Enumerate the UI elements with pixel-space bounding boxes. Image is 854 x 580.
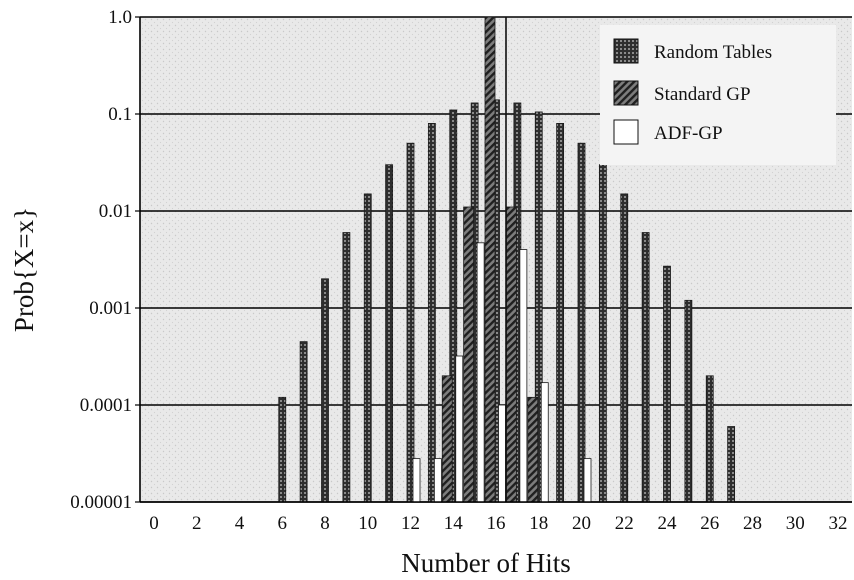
bar-random-19 xyxy=(556,123,565,503)
bar-random-6 xyxy=(278,396,287,503)
bar-random-11 xyxy=(385,164,394,503)
legend-label-0: Random Tables xyxy=(654,42,772,63)
bar-stdgp-18 xyxy=(527,396,539,503)
legend: Random Tables Standard GP ADF-GP xyxy=(600,25,836,165)
legend-label-1: Standard GP xyxy=(654,84,751,105)
x-tick-label-5: 10 xyxy=(358,513,377,534)
x-tick-label-7: 14 xyxy=(444,513,464,534)
bar-random-8 xyxy=(321,278,329,503)
y-tick-label-2: 0.001 xyxy=(89,298,132,319)
y-tick-label-5: 1.0 xyxy=(108,7,132,28)
bar-random-24 xyxy=(663,265,671,503)
x-tick-label-15: 30 xyxy=(786,513,805,534)
bar-random-23 xyxy=(641,232,650,503)
bar-adf-12 xyxy=(412,458,421,503)
bar-random-20 xyxy=(577,142,586,503)
legend-swatch-2 xyxy=(613,119,639,145)
y-tick-label-4: 0.1 xyxy=(108,104,132,125)
bar-adf-18 xyxy=(540,382,549,503)
bar-random-21 xyxy=(598,164,607,503)
legend-box xyxy=(600,25,836,165)
bar-random-26 xyxy=(705,375,714,503)
y-tick-label-3: 0.01 xyxy=(99,201,132,222)
y-tick-label-0: 0.00001 xyxy=(70,492,132,513)
x-tick-label-14: 28 xyxy=(743,513,762,534)
bar-random-7 xyxy=(299,341,308,503)
x-tick-label-1: 2 xyxy=(192,513,202,534)
bar-random-27 xyxy=(727,426,736,503)
bar-stdgp-15 xyxy=(463,206,475,503)
legend-swatch-0 xyxy=(613,38,639,64)
x-tick-label-13: 26 xyxy=(700,513,719,534)
x-tick-label-10: 20 xyxy=(572,513,591,534)
bar-random-10 xyxy=(363,193,372,503)
bar-stdgp-14 xyxy=(441,375,453,503)
x-tick-label-11: 22 xyxy=(615,513,634,534)
y-axis-title: Prob{X=x} xyxy=(9,207,39,332)
bar-stdgp-17 xyxy=(505,206,517,503)
bar-adf-20 xyxy=(583,458,592,503)
bar-adf-15 xyxy=(476,242,485,503)
x-tick-label-16: 32 xyxy=(829,513,848,534)
x-axis-title: Number of Hits xyxy=(401,548,570,578)
x-tick-label-9: 18 xyxy=(529,513,548,534)
x-tick-label-3: 6 xyxy=(278,513,288,534)
x-tick-label-6: 12 xyxy=(401,513,420,534)
bar-random-13 xyxy=(427,123,436,503)
x-tick-label-8: 16 xyxy=(487,513,506,534)
x-tick-label-0: 0 xyxy=(149,513,159,534)
bar-adf-16 xyxy=(498,404,506,503)
bar-random-9 xyxy=(342,232,351,503)
bar-random-12 xyxy=(406,142,415,503)
legend-label-2: ADF-GP xyxy=(654,123,723,144)
bar-random-25 xyxy=(684,299,693,503)
bar-adf-17 xyxy=(519,249,528,503)
bar-adf-14 xyxy=(455,355,464,503)
y-tick-label-1: 0.0001 xyxy=(80,395,132,416)
x-tick-label-2: 4 xyxy=(235,513,245,534)
x-tick-label-4: 8 xyxy=(320,513,330,534)
bar-adf-13 xyxy=(433,458,442,503)
bar-random-22 xyxy=(620,193,629,503)
x-tick-label-12: 24 xyxy=(658,513,678,534)
bar-stdgp-16 xyxy=(484,16,496,503)
legend-swatch-1 xyxy=(613,80,639,106)
